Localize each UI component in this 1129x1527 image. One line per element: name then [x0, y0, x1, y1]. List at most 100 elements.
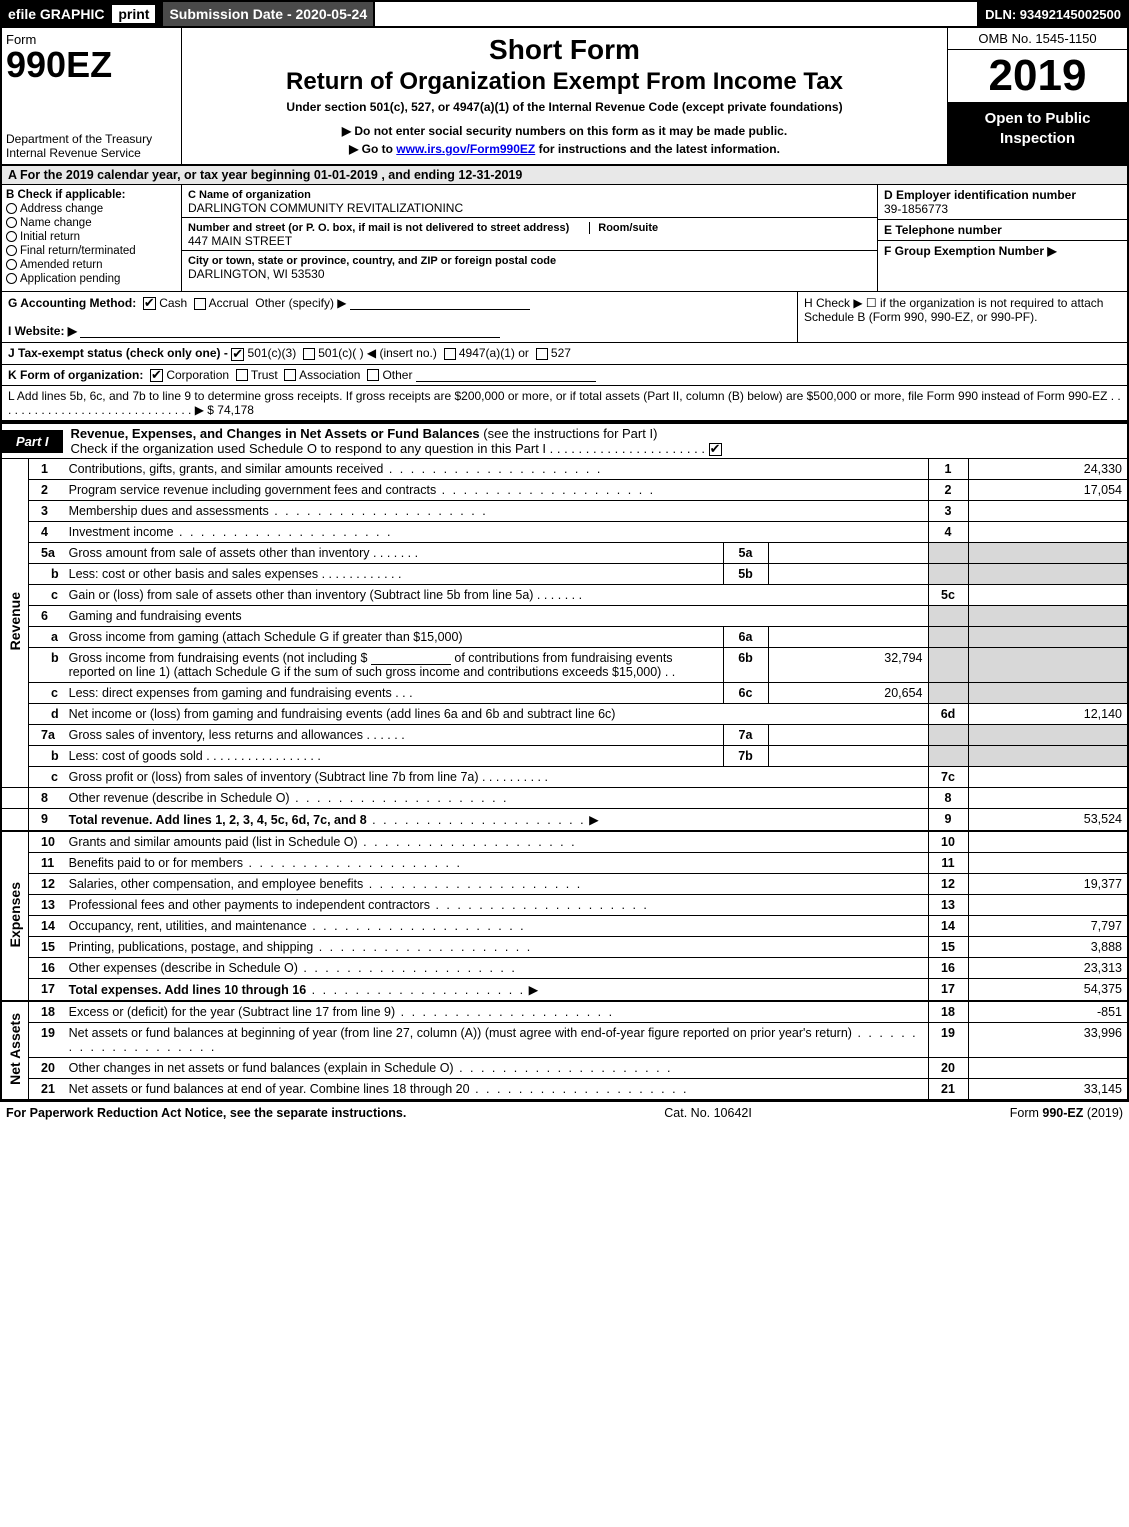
dept: Department of the Treasury Internal Reve… [6, 132, 177, 160]
form-number: 990EZ [6, 47, 177, 83]
chk-cash[interactable] [143, 297, 156, 310]
line-4: 4 Investment income 4 [1, 522, 1128, 543]
line-19: 19 Net assets or fund balances at beginn… [1, 1023, 1128, 1058]
chk-4947[interactable] [444, 348, 456, 360]
box-h: H Check ▶ ☐ if the organization is not r… [797, 292, 1127, 342]
chk-other[interactable] [367, 369, 379, 381]
box-f: F Group Exemption Number ▶ [878, 241, 1127, 291]
line-8: 8 Other revenue (describe in Schedule O)… [1, 788, 1128, 809]
subtitle-2: ▶ Do not enter social security numbers o… [190, 124, 939, 138]
chk-assoc[interactable] [284, 369, 296, 381]
org-name: DARLINGTON COMMUNITY REVITALIZATIONINC [188, 201, 463, 215]
6b-amount-input[interactable] [371, 651, 451, 665]
part-1-title-main: Revenue, Expenses, and Changes in Net As… [71, 426, 480, 441]
netassets-side-label: Net Assets [1, 1001, 29, 1100]
website-input[interactable] [80, 324, 500, 338]
header-center: Short Form Return of Organization Exempt… [182, 28, 947, 164]
line-5c: c Gain or (loss) from sale of assets oth… [1, 585, 1128, 606]
header-right: OMB No. 1545-1150 2019 Open to Public In… [947, 28, 1127, 164]
info-block: B Check if applicable: Address change Na… [0, 185, 1129, 292]
chk-amended-return[interactable]: Amended return [6, 259, 177, 271]
line-18: Net Assets 18 Excess or (deficit) for th… [1, 1001, 1128, 1023]
line-12: 12 Salaries, other compensation, and emp… [1, 874, 1128, 895]
subtitle-1: Under section 501(c), 527, or 4947(a)(1)… [190, 100, 939, 114]
line-20: 20 Other changes in net assets or fund b… [1, 1058, 1128, 1079]
part-1-check-line: Check if the organization used Schedule … [71, 441, 705, 456]
line-11: 11 Benefits paid to or for members 11 [1, 853, 1128, 874]
line-7c: c Gross profit or (loss) from sales of i… [1, 767, 1128, 788]
chk-schedule-o[interactable] [709, 443, 722, 456]
line-6a: a Gross income from gaming (attach Sched… [1, 627, 1128, 648]
line-13: 13 Professional fees and other payments … [1, 895, 1128, 916]
box-g: G Accounting Method: Cash Accrual Other … [2, 292, 797, 342]
title-short-form: Short Form [190, 34, 939, 66]
chk-corp[interactable] [150, 369, 163, 382]
print-button[interactable]: print [112, 5, 155, 23]
line-9: 9 Total revenue. Add lines 1, 2, 3, 4, 5… [1, 809, 1128, 832]
line-14: 14 Occupancy, rent, utilities, and maint… [1, 916, 1128, 937]
other-specify-input[interactable] [350, 296, 530, 310]
box-e: E Telephone number [878, 220, 1127, 241]
chk-501c3[interactable] [231, 348, 244, 361]
top-spacer [375, 2, 979, 26]
org-name-label: C Name of organization [188, 189, 311, 201]
box-b-heading: B Check if applicable: [6, 189, 177, 201]
city-label: City or town, state or province, country… [188, 255, 556, 267]
line-2: 2 Program service revenue including gove… [1, 480, 1128, 501]
line-21: 21 Net assets or fund balances at end of… [1, 1079, 1128, 1100]
row-k: K Form of organization: Corporation Trus… [0, 365, 1129, 386]
chk-address-change[interactable]: Address change [6, 203, 177, 215]
org-name-cell: C Name of organization DARLINGTON COMMUN… [182, 185, 877, 218]
part-1-title: Revenue, Expenses, and Changes in Net As… [63, 424, 1127, 458]
box-c: C Name of organization DARLINGTON COMMUN… [182, 185, 877, 291]
chk-501c[interactable] [303, 348, 315, 360]
row-gh: G Accounting Method: Cash Accrual Other … [0, 292, 1129, 343]
box-b: B Check if applicable: Address change Na… [2, 185, 182, 291]
dln: DLN: 93492145002500 [979, 2, 1127, 26]
dept-line-1: Department of the Treasury [6, 132, 177, 146]
chk-application-pending[interactable]: Application pending [6, 273, 177, 285]
chk-trust[interactable] [236, 369, 248, 381]
line-6d: d Net income or (loss) from gaming and f… [1, 704, 1128, 725]
city-cell: City or town, state or province, country… [182, 251, 877, 283]
group-exemption-label: F Group Exemption Number ▶ [884, 244, 1057, 258]
omb-number: OMB No. 1545-1150 [948, 28, 1127, 50]
form-header: Form 990EZ Department of the Treasury In… [0, 28, 1129, 166]
addr-label: Number and street (or P. O. box, if mail… [188, 222, 569, 234]
line-3: 3 Membership dues and assessments 3 [1, 501, 1128, 522]
chk-name-change[interactable]: Name change [6, 217, 177, 229]
sub3-suffix: for instructions and the latest informat… [535, 142, 780, 156]
tax-period-line: A For the 2019 calendar year, or tax yea… [0, 166, 1129, 185]
ein: 39-1856773 [884, 202, 948, 216]
sub3-prefix: ▶ Go to [349, 142, 396, 156]
chk-accrual[interactable] [194, 298, 206, 310]
irs-link[interactable]: www.irs.gov/Form990EZ [396, 142, 535, 156]
line-6c: c Less: direct expenses from gaming and … [1, 683, 1128, 704]
chk-527[interactable] [536, 348, 548, 360]
expenses-side-label: Expenses [1, 831, 29, 1001]
title-return: Return of Organization Exempt From Incom… [190, 68, 939, 96]
other-org-input[interactable] [416, 368, 596, 382]
k-label: K Form of organization: [8, 368, 143, 382]
box-def: D Employer identification number 39-1856… [877, 185, 1127, 291]
page-footer: For Paperwork Reduction Act Notice, see … [0, 1100, 1129, 1124]
part-1-header: Part I Revenue, Expenses, and Changes in… [0, 422, 1129, 459]
chk-final-return[interactable]: Final return/terminated [6, 245, 177, 257]
efile-text: efile GRAPHIC [8, 6, 104, 22]
line-15: 15 Printing, publications, postage, and … [1, 937, 1128, 958]
ein-label: D Employer identification number [884, 188, 1076, 202]
part-1-title-suffix: (see the instructions for Part I) [480, 426, 658, 441]
g-label: G Accounting Method: [8, 296, 136, 310]
row-j: J Tax-exempt status (check only one) - 5… [0, 343, 1129, 364]
chk-initial-return[interactable]: Initial return [6, 231, 177, 243]
header-left: Form 990EZ Department of the Treasury In… [2, 28, 182, 164]
dept-line-2: Internal Revenue Service [6, 146, 177, 160]
addr-cell: Number and street (or P. O. box, if mail… [182, 218, 877, 251]
footer-catno: Cat. No. 10642I [664, 1106, 752, 1120]
line-5a: 5a Gross amount from sale of assets othe… [1, 543, 1128, 564]
room-label: Room/suite [589, 222, 658, 234]
revenue-side-label: Revenue [1, 459, 29, 788]
street-address: 447 MAIN STREET [188, 234, 292, 248]
i-label: I Website: ▶ [8, 324, 77, 338]
line-6: 6 Gaming and fundraising events [1, 606, 1128, 627]
